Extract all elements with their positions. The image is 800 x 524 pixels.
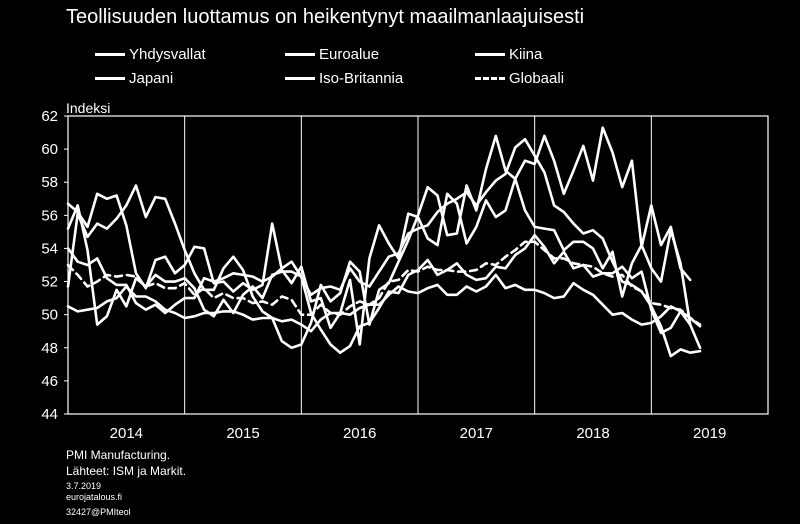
- series-line-globaali: [66, 240, 702, 326]
- footer-date: 3.7.2019: [66, 481, 102, 491]
- legend-label: Euroalue: [319, 46, 380, 63]
- legend-item-japani: Japani: [95, 70, 173, 87]
- legend-item-euroalue: Euroalue: [285, 46, 379, 63]
- y-tick-label: 46: [41, 373, 58, 390]
- x-tick-label: 2018: [576, 425, 609, 442]
- legend-item-iso-britannia: Iso-Britannia: [285, 70, 403, 87]
- y-tick-label: 52: [41, 274, 58, 291]
- x-tick-label: 2015: [226, 425, 259, 442]
- y-tick-label: 60: [41, 141, 58, 158]
- y-tick-label: 54: [41, 240, 58, 257]
- legend-swatch: [95, 77, 125, 80]
- legend-item-yhdysvallat: Yhdysvallat: [95, 46, 206, 63]
- series-line-kiina: [66, 273, 692, 333]
- x-tick-label: 2019: [693, 425, 726, 442]
- legend-item-globaali: Globaali: [475, 70, 564, 87]
- series-line-japani: [66, 204, 702, 355]
- legend-label: Globaali: [509, 70, 565, 87]
- footer-source-line2: Lähteet: ISM ja Markit.: [66, 464, 187, 478]
- legend-swatch: [95, 53, 125, 56]
- y-tick-label: 56: [41, 207, 58, 224]
- series-line-euroalue: [66, 137, 702, 358]
- series-line-yhdysvallat: [66, 126, 692, 350]
- legend-swatch: [475, 53, 505, 56]
- legend-label: Yhdysvallat: [129, 46, 206, 63]
- legend-label: Japani: [129, 70, 174, 87]
- chart-title: Teollisuuden luottamus on heikentynyt ma…: [66, 6, 585, 28]
- y-axis-label: Indeksi: [66, 100, 111, 116]
- x-tick-label: 2016: [343, 425, 376, 442]
- y-tick-label: 62: [41, 108, 58, 125]
- legend-swatch: [285, 53, 315, 56]
- y-tick-label: 44: [41, 406, 58, 423]
- y-tick-label: 48: [41, 340, 58, 357]
- x-tick-label: 2014: [110, 425, 143, 442]
- footer-site: eurojatalous.fi: [66, 492, 123, 502]
- legend-swatch-dashed: [475, 77, 505, 80]
- series-line-iso-britannia: [66, 177, 702, 350]
- legend-label: Iso-Britannia: [319, 70, 404, 87]
- y-tick-label: 58: [41, 174, 58, 191]
- legend-label: Kiina: [509, 46, 543, 63]
- x-tick-label: 2017: [460, 425, 493, 442]
- footer-id: 32427@PMIteol: [66, 507, 131, 517]
- legend-swatch: [285, 77, 315, 80]
- legend-item-kiina: Kiina: [475, 46, 542, 63]
- footer-source-line1: PMI Manufacturing.: [66, 448, 171, 462]
- y-tick-label: 50: [41, 307, 58, 324]
